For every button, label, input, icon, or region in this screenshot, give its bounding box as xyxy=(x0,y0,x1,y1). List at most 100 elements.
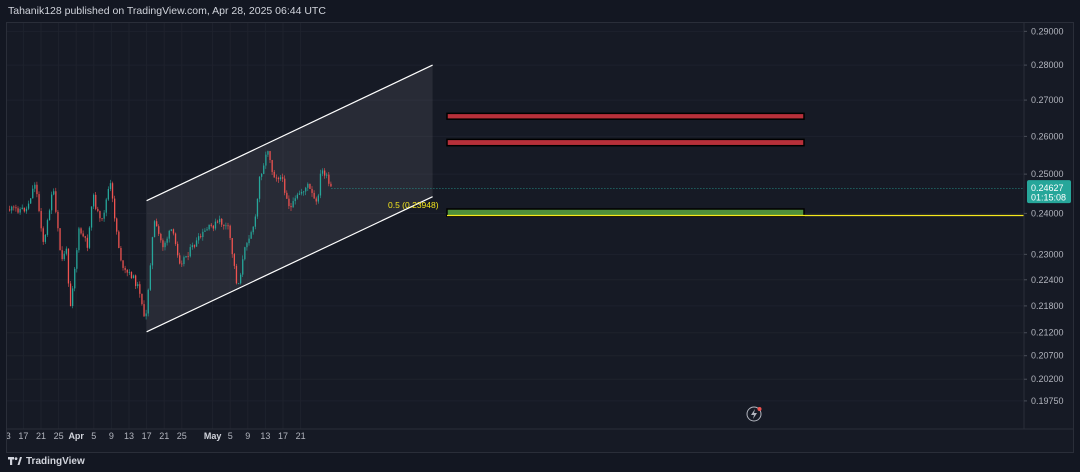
candle-body xyxy=(103,212,105,219)
candle-body xyxy=(141,293,143,305)
candle-body xyxy=(284,178,286,193)
candle-body xyxy=(292,201,294,208)
candle-body xyxy=(63,253,65,260)
candle-body xyxy=(170,229,172,231)
candle-body xyxy=(187,255,189,257)
candle-body xyxy=(78,228,80,251)
candle-body xyxy=(86,237,88,248)
candle-body xyxy=(23,207,25,212)
candle-body xyxy=(204,230,206,232)
candle-body xyxy=(145,313,147,317)
price-tick-label: 0.24000 xyxy=(1031,208,1064,218)
candle-body xyxy=(95,194,97,209)
candle-body xyxy=(114,198,116,219)
candle-body xyxy=(277,177,280,180)
candle-body xyxy=(101,218,103,220)
date-tick-label: 13 xyxy=(260,431,270,441)
candle-body xyxy=(149,265,151,290)
candle-body xyxy=(128,271,130,273)
candle-body xyxy=(17,208,19,213)
date-tick-label: 21 xyxy=(159,431,169,441)
price-tick-label: 0.22400 xyxy=(1031,275,1064,285)
candle-body xyxy=(330,183,332,187)
channel-fill xyxy=(146,65,433,332)
candle-body xyxy=(300,191,303,194)
candle-body xyxy=(118,231,120,248)
candle-body xyxy=(36,184,38,195)
candle-body xyxy=(210,224,212,226)
candle-body xyxy=(294,198,296,202)
candle-body xyxy=(286,192,288,199)
candle-body xyxy=(132,275,135,279)
candle-body xyxy=(313,192,315,199)
candle-body xyxy=(250,232,252,239)
candle-body xyxy=(84,236,86,238)
tradingview-logo-icon xyxy=(8,457,22,465)
candle-body xyxy=(67,248,70,284)
date-tick-label: 21 xyxy=(296,431,306,441)
price-tick-label: 0.23000 xyxy=(1031,249,1064,259)
lightning-icon[interactable] xyxy=(746,406,762,422)
candle-body xyxy=(139,284,141,294)
candle-body xyxy=(223,224,225,227)
candle-body xyxy=(76,250,78,269)
candle-body xyxy=(214,221,217,229)
price-tick-label: 0.20700 xyxy=(1031,351,1064,361)
candle-body xyxy=(212,225,214,229)
candle-body xyxy=(311,188,313,193)
candle-body xyxy=(321,170,324,174)
candle-body xyxy=(158,226,160,234)
candle-body xyxy=(317,195,319,202)
date-tick-label: 13 xyxy=(7,431,11,441)
price-tick-label: 0.25000 xyxy=(1031,169,1064,179)
candle-body xyxy=(296,194,298,199)
candle-body xyxy=(93,194,95,207)
candle-body xyxy=(227,225,229,227)
candle-body xyxy=(248,238,250,244)
candle-body xyxy=(126,270,128,273)
candle-body xyxy=(122,260,124,268)
chart-area[interactable]: 0.5 (0.23948) 0.29000 0.28000 0.27000 0.2600… xyxy=(6,22,1074,453)
candle-body xyxy=(19,209,21,213)
candle-body xyxy=(116,218,118,232)
price-axis: 0.29000 0.28000 0.27000 0.26000 0.25000 0.240… xyxy=(1023,23,1071,429)
candle-body xyxy=(130,271,133,279)
price-chart[interactable]: 0.5 (0.23948) 0.29000 0.28000 0.27000 0.2600… xyxy=(7,23,1073,452)
date-tick-label: 17 xyxy=(142,431,152,441)
date-tick-label: 17 xyxy=(18,431,28,441)
candle-body xyxy=(162,240,164,248)
candle-body xyxy=(273,171,275,178)
candle-body xyxy=(183,257,185,265)
candle-body xyxy=(124,267,126,271)
current-price-tag-bg xyxy=(1027,180,1071,204)
candle-body xyxy=(107,188,109,200)
candle-body xyxy=(265,154,267,166)
candle-body xyxy=(90,206,93,228)
candle-body xyxy=(326,174,328,176)
candle-body xyxy=(32,188,34,199)
candle-body xyxy=(137,284,139,287)
candle-body xyxy=(65,248,67,254)
candle-body xyxy=(120,247,122,261)
candle-body xyxy=(208,224,210,230)
candle-body xyxy=(256,198,259,217)
candle-body xyxy=(27,203,30,209)
candle-body xyxy=(177,243,179,256)
candle-body xyxy=(168,230,170,239)
date-tick-label: 21 xyxy=(36,431,46,441)
candle-body xyxy=(309,183,311,189)
candle-body xyxy=(219,218,221,223)
resistance-zone-2 xyxy=(446,138,805,147)
candle-body xyxy=(30,198,32,204)
date-tick-label: 25 xyxy=(177,431,187,441)
candle-body xyxy=(55,191,57,212)
candle-body xyxy=(34,184,36,189)
candle-body xyxy=(151,237,154,266)
candle-body xyxy=(254,216,256,227)
candle-body xyxy=(111,183,114,199)
candle-body xyxy=(237,283,240,285)
candle-body xyxy=(189,247,191,257)
candle-body xyxy=(305,187,307,192)
